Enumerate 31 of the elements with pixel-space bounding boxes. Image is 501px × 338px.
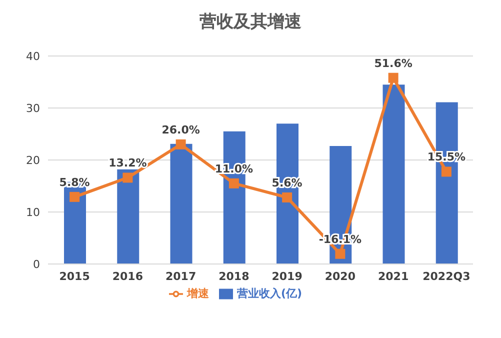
y-tick-label: 10 [26,206,40,219]
bar [170,144,192,264]
point [70,192,80,202]
x-tick-label: 2017 [166,270,196,283]
x-tick-label: 2016 [112,270,144,283]
legend-label: 增速 [186,287,209,300]
point [388,72,398,83]
point [441,166,452,177]
bar [117,169,140,264]
point [335,248,346,259]
point [122,172,133,183]
x-tick-label: 2015 [59,270,90,283]
point [282,192,292,202]
x-tick-label: 2019 [272,270,302,283]
data-label: 13.2% [108,156,147,170]
x-tick-label: 2020 [324,270,356,283]
y-tick-label: 0 [33,258,40,271]
bar [382,84,405,264]
x-tick-label: 2021 [378,270,409,283]
data-label: 26.0% [162,123,200,136]
y-tick-label: 40 [26,50,40,63]
point [176,139,186,150]
x-tick-label: 2022Q3 [422,270,470,283]
y-tick-label: 20 [26,154,40,167]
data-label: -16.1% [318,232,362,246]
chart-title: 营收及其增速 [198,11,302,34]
x-tick-label: 2018 [218,270,250,283]
point [228,178,239,188]
legend-label: 营业收入(亿) [236,287,302,300]
data-label: 51.6% [374,56,412,70]
y-tick-label: 30 [26,102,40,115]
